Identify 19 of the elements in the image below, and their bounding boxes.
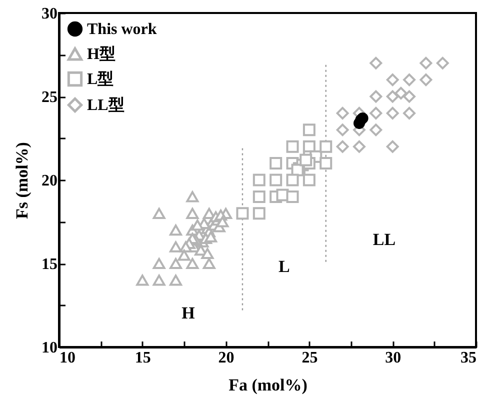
x-tick-label: 30 [385,350,402,366]
y-tick-label: 25 [42,89,58,106]
annotation: LL [372,230,396,250]
legend-label: This work [87,21,157,38]
x-tick-label: 15 [134,350,151,366]
annotation: H [182,304,195,323]
legend-label: H型 [87,45,116,63]
x-tick-label: 25 [302,350,318,366]
x-tick-label: 35 [460,350,476,366]
y-tick-label: 20 [42,172,58,190]
y-tick-label: 30 [42,6,58,22]
x-tick-label: 10 [60,350,76,366]
annotation: L [278,256,290,276]
y-tick-label: 15 [42,256,58,273]
x-axis-title: Fa (mol%) [228,376,308,394]
legend-label: LL型 [87,96,124,114]
y-axis-title: Fs (mol%) [12,142,32,219]
x-tick-label: 20 [218,350,234,366]
legend-label: L型 [87,70,114,88]
